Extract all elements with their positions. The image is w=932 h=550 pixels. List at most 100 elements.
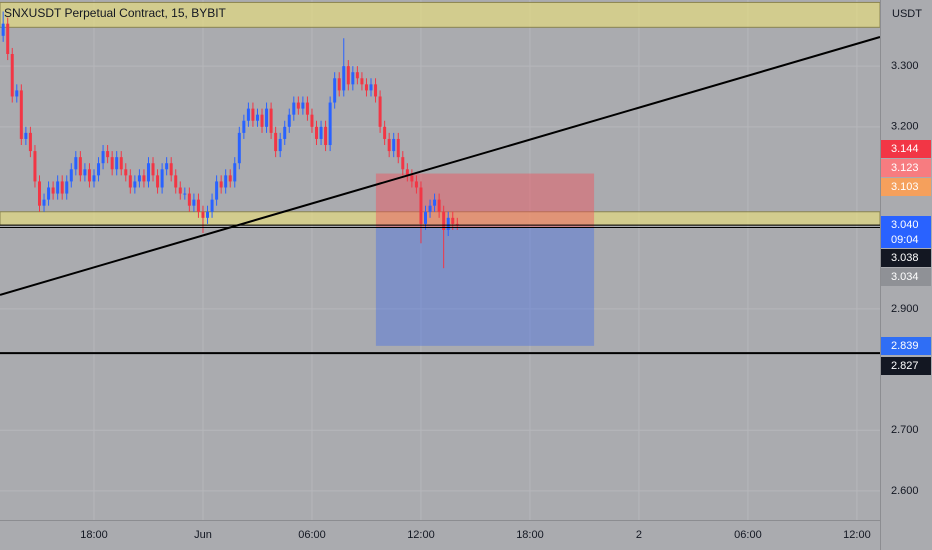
x-tick-label: 18:00 [516, 529, 544, 541]
candle-body [19, 90, 23, 139]
price-badge-label: 2.827 [891, 360, 919, 372]
candle-body [392, 138, 396, 152]
price-badge-label: 3.103 [891, 181, 919, 193]
candle-body [169, 163, 173, 176]
price-badge-label: 3.123 [891, 162, 919, 174]
candle-body [246, 108, 250, 121]
candle-body [115, 157, 119, 170]
candle-body [346, 66, 350, 85]
candle-body [437, 199, 441, 212]
candle-body [151, 163, 155, 176]
candle-body [201, 211, 205, 218]
candle-body [192, 199, 196, 206]
candle-body [78, 157, 82, 176]
candle-body [37, 181, 41, 206]
candle-body [110, 157, 114, 170]
price-badge [881, 357, 931, 375]
stop-zone [375, 173, 595, 228]
candle-body [278, 138, 282, 152]
candle-body [6, 23, 10, 55]
candle-body [47, 187, 51, 200]
candle-body [106, 151, 110, 158]
candle-body [196, 199, 200, 212]
candle-body [310, 114, 314, 127]
candle-body [319, 126, 323, 139]
candle-body [433, 199, 437, 206]
y-tick-label: 3.300 [891, 60, 919, 72]
candle-body [296, 102, 300, 109]
candle-body [10, 54, 14, 97]
candle-body [178, 187, 182, 194]
candle-body [305, 102, 309, 115]
price-badge [881, 178, 931, 196]
x-tick-label: 12:00 [407, 529, 435, 541]
y-tick-label: 2.600 [891, 485, 919, 497]
candle-body [1, 23, 5, 36]
candle-body [183, 193, 187, 195]
candle-body [97, 163, 101, 176]
candle-body [237, 132, 241, 164]
candle-body [165, 163, 169, 170]
price-badge-label: 3.040 [891, 219, 919, 231]
candle-body [360, 78, 364, 85]
candle-body [133, 181, 137, 188]
candle-body [24, 132, 28, 139]
candle-body [405, 169, 409, 176]
candle-body [60, 181, 64, 194]
x-tick-label: 06:00 [734, 529, 762, 541]
y-tick-label: 2.700 [891, 424, 919, 436]
candle-body [274, 132, 278, 152]
x-tick-label: 18:00 [80, 529, 108, 541]
grid [0, 0, 880, 520]
y-tick-label: 3.200 [891, 121, 919, 133]
candle-body [128, 175, 132, 188]
candle-body [255, 114, 259, 121]
candle-body [224, 175, 228, 188]
candle-body [364, 84, 368, 91]
candle-body [333, 78, 337, 103]
candle-body [260, 114, 264, 127]
candles [1, 11, 459, 269]
candle-body [124, 169, 128, 176]
candle-body [446, 217, 450, 230]
candle-body [383, 126, 387, 139]
price-badge-label: 3.038 [891, 252, 919, 264]
candle-body [328, 102, 332, 146]
candle-body [442, 211, 446, 230]
x-tick-label: 12:00 [843, 529, 871, 541]
candle-body [428, 205, 432, 212]
candle-body [65, 181, 69, 194]
x-tick-label: 06:00 [298, 529, 326, 541]
price-badge [881, 268, 931, 286]
candle-body [387, 138, 391, 152]
candle-body [33, 151, 37, 182]
countdown-label: 09:04 [891, 234, 919, 246]
candle-body [28, 132, 32, 152]
candle-body [206, 211, 210, 218]
candle-body [160, 169, 164, 188]
candle-body [101, 151, 105, 164]
candle-body [74, 157, 78, 170]
candle-body [156, 175, 160, 188]
price-badge [881, 140, 931, 158]
candle-body [355, 72, 359, 79]
candle-body [228, 175, 232, 182]
candle-body [410, 175, 414, 182]
candle-body [251, 108, 255, 121]
candle-body [378, 96, 382, 127]
candle-body [337, 78, 341, 91]
candle-body [92, 175, 96, 182]
candle-body [419, 187, 423, 224]
candle-body [301, 102, 305, 109]
candle-body [219, 181, 223, 188]
trend-line [0, 36, 881, 296]
price-badge [881, 216, 931, 248]
candle-body [119, 157, 123, 170]
x-tick-label: 2 [636, 529, 642, 541]
overlay [0, 36, 881, 355]
candle-body [369, 84, 373, 91]
price-badge-label: 2.839 [891, 340, 919, 352]
candle-body [342, 66, 346, 91]
target-zone [375, 227, 595, 346]
